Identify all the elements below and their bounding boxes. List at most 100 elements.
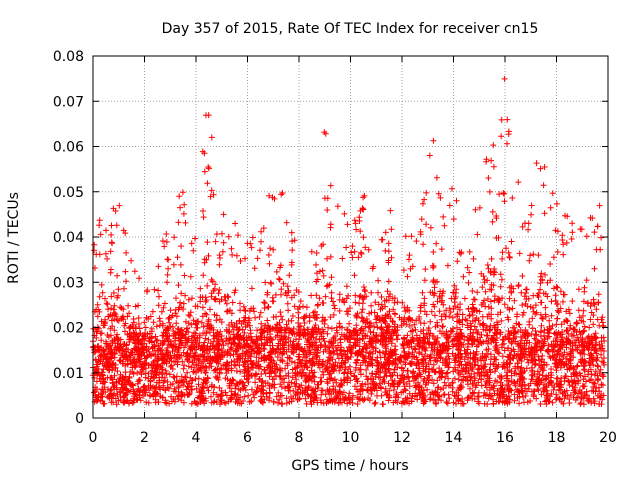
data-point — [509, 305, 516, 312]
data-point — [475, 379, 482, 386]
data-point — [533, 160, 540, 167]
data-point — [484, 262, 491, 268]
data-point — [389, 377, 396, 384]
data-point — [484, 332, 491, 339]
y-tick-label: 0.01 — [53, 366, 84, 382]
data-point — [498, 116, 505, 123]
data-point — [143, 399, 150, 406]
x-tick-label: 16 — [496, 430, 514, 446]
data-point — [285, 307, 292, 314]
data-point — [381, 317, 387, 324]
data-point — [368, 302, 375, 309]
data-point — [135, 302, 142, 309]
data-point — [593, 306, 600, 313]
data-point — [583, 233, 590, 240]
data-point — [279, 401, 286, 408]
data-point — [553, 367, 560, 374]
data-point — [341, 210, 348, 217]
data-point — [156, 293, 162, 300]
data-point — [169, 380, 176, 387]
y-axis-label: ROTI / TECUs — [6, 192, 22, 284]
data-point — [576, 314, 583, 321]
data-point — [427, 224, 434, 231]
data-point — [266, 192, 273, 199]
data-point — [205, 336, 212, 343]
data-point — [174, 254, 181, 261]
data-point — [413, 238, 420, 245]
data-point — [182, 219, 189, 226]
data-point — [210, 389, 217, 396]
data-point — [560, 298, 566, 305]
data-point — [343, 283, 350, 290]
data-point — [548, 312, 555, 319]
data-point — [588, 376, 594, 383]
data-point — [315, 381, 322, 388]
data-point — [435, 190, 442, 197]
data-point — [537, 273, 544, 280]
data-point — [237, 258, 244, 264]
data-point — [277, 367, 284, 374]
data-point — [241, 382, 248, 389]
data-point — [180, 210, 187, 217]
data-point — [491, 368, 498, 375]
data-point — [284, 283, 291, 290]
data-point — [308, 292, 315, 299]
data-point — [103, 300, 110, 307]
data-point — [155, 263, 162, 270]
data-point — [528, 211, 535, 218]
data-point — [527, 252, 534, 259]
y-tick-label: 0.04 — [53, 230, 84, 246]
data-point — [289, 247, 296, 254]
data-point — [336, 320, 343, 327]
data-point — [569, 298, 576, 305]
data-point — [394, 299, 401, 306]
data-point — [220, 239, 227, 246]
data-point — [519, 302, 526, 309]
data-point — [352, 292, 359, 299]
x-tick-label: 6 — [243, 430, 252, 446]
data-point — [195, 375, 202, 382]
data-point — [166, 319, 173, 326]
data-point — [108, 305, 115, 312]
data-point — [171, 385, 178, 392]
data-point — [308, 248, 315, 255]
data-point — [566, 310, 573, 317]
data-point — [175, 219, 182, 226]
data-point — [314, 385, 321, 391]
data-point — [363, 366, 370, 373]
data-point — [316, 295, 323, 302]
data-point — [474, 231, 481, 238]
data-point — [172, 310, 179, 317]
data-point — [265, 252, 272, 258]
x-tick-label: 10 — [342, 430, 360, 446]
data-point — [406, 323, 413, 329]
data-point — [538, 345, 545, 352]
data-point — [192, 235, 198, 242]
data-point — [313, 292, 320, 299]
data-point — [501, 75, 508, 82]
data-point — [560, 251, 567, 258]
data-point — [289, 313, 296, 319]
data-point — [516, 250, 523, 257]
data-point — [328, 274, 335, 281]
data-point — [433, 174, 440, 181]
data-point — [488, 255, 495, 262]
data-point — [466, 269, 473, 276]
x-tick-label: 14 — [445, 430, 463, 446]
data-point — [241, 393, 248, 400]
data-point — [152, 333, 159, 340]
data-point — [538, 270, 545, 277]
data-point — [131, 268, 138, 275]
data-point — [237, 368, 244, 375]
data-point — [563, 239, 570, 246]
data-point — [446, 305, 453, 312]
data-point — [346, 363, 353, 370]
data-point — [266, 260, 273, 267]
data-point — [216, 261, 223, 268]
data-point — [128, 257, 135, 264]
data-point — [444, 400, 451, 407]
data-point — [219, 248, 226, 255]
y-tick-label: 0.07 — [53, 94, 84, 110]
data-point — [272, 291, 279, 298]
